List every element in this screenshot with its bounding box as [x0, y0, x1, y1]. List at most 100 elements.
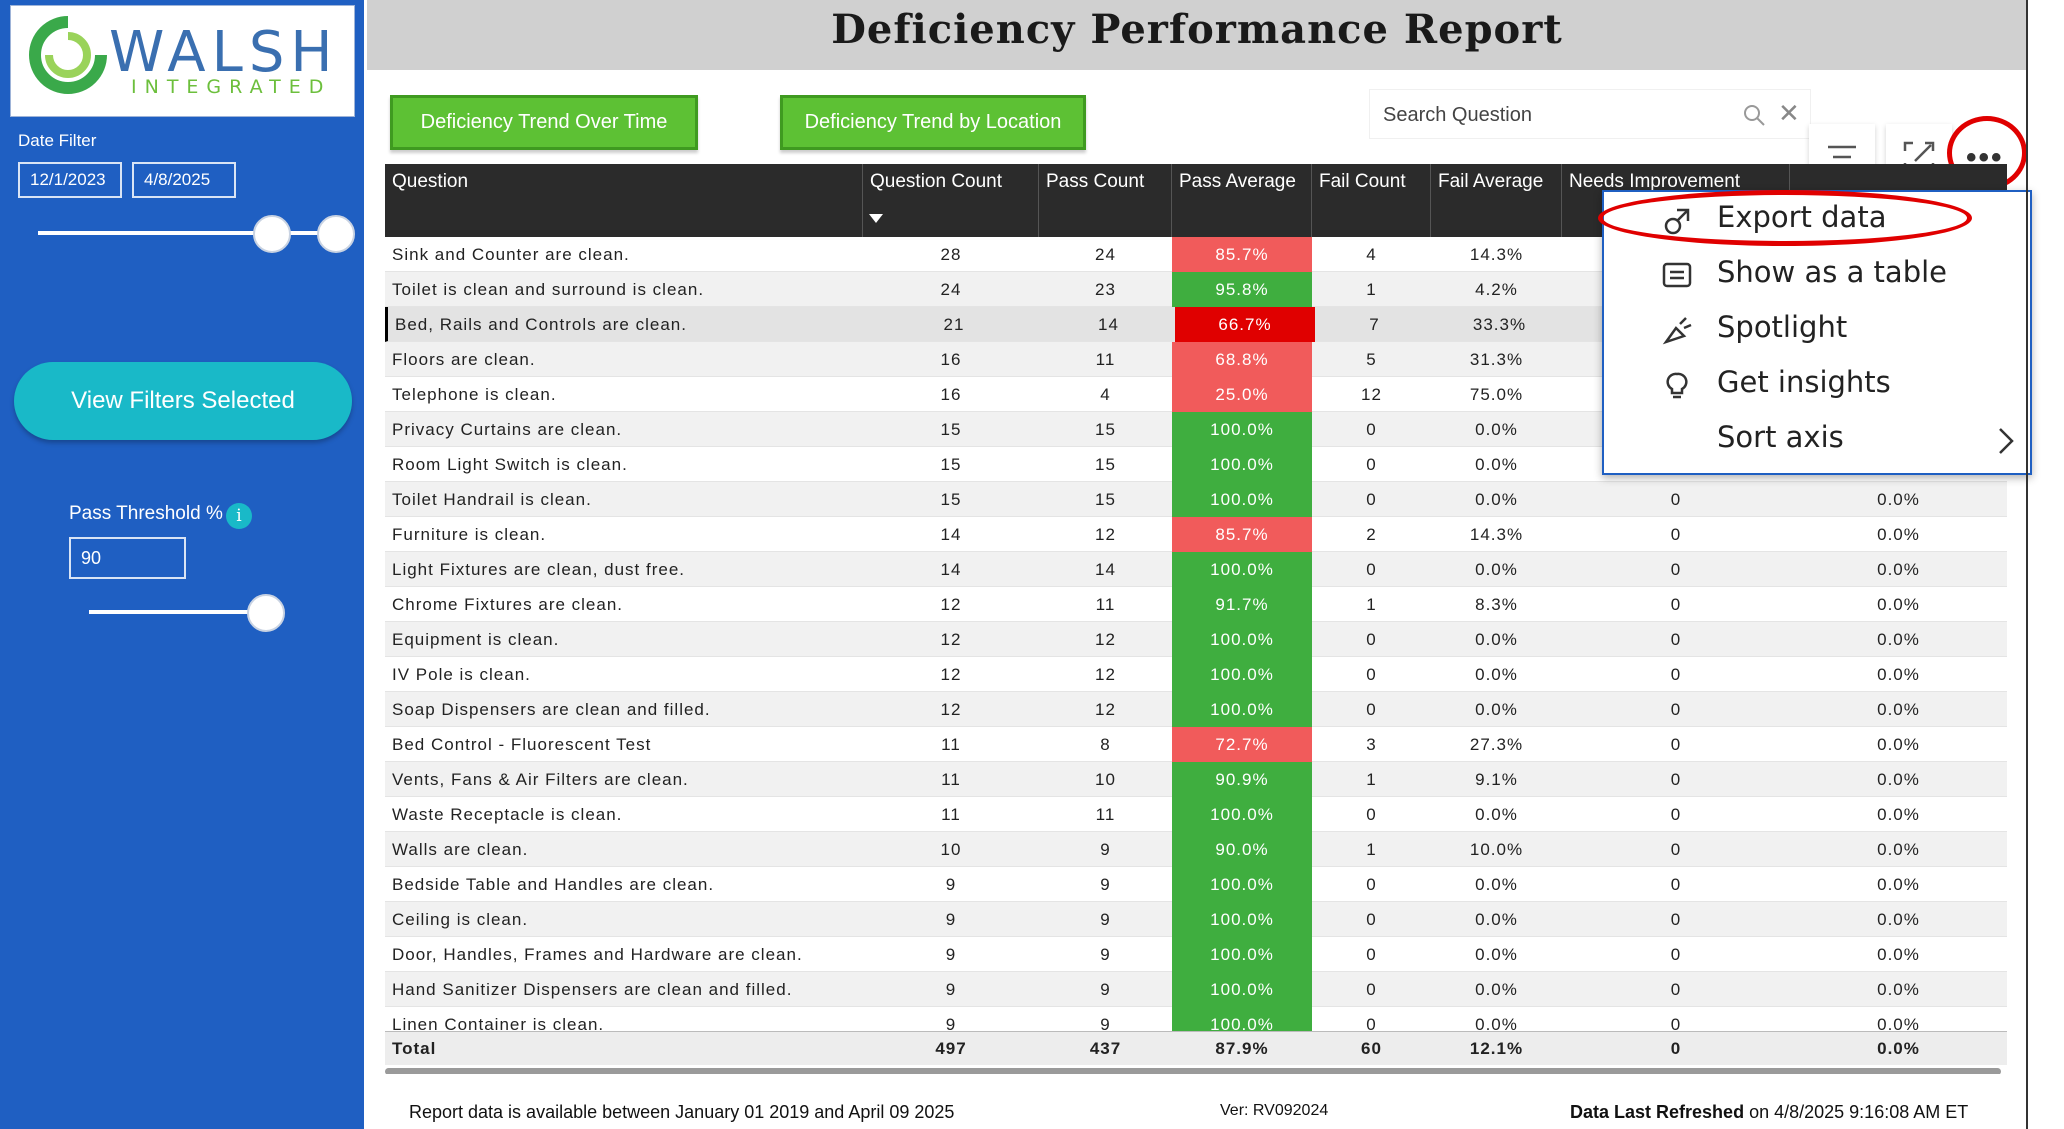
cell-question-count: 9 [945, 875, 957, 894]
cell-fail-average: 27.3% [1469, 735, 1524, 754]
export-data-highlight [1598, 190, 1972, 246]
cell-fail-average: 9.1% [1475, 770, 1518, 789]
total-question-count: 497 [935, 1039, 967, 1058]
horizontal-scrollbar[interactable] [385, 1068, 2001, 1074]
menu-item-get-insights[interactable]: Get insights [1604, 357, 2030, 412]
search-icon[interactable] [1742, 103, 1766, 127]
cell-question: Sink and Counter are clean. [392, 245, 630, 264]
cell-question-count: 12 [940, 700, 962, 719]
menu-item-show-as-table[interactable]: Show as a table [1604, 247, 2030, 302]
cell-question: Light Fixtures are clean, dust free. [392, 560, 686, 579]
last-refreshed: Data Last Refreshed on 4/8/2025 9:16:08 … [1570, 1102, 1968, 1123]
table-row[interactable]: Waste Receptacle is clean. 11 11 100.0% 0 0.0… [385, 797, 2007, 832]
cell-fail-average: 33.3% [1472, 315, 1527, 334]
table-row[interactable]: Vents, Fans & Air Filters are clean. 11 10… [385, 762, 2007, 797]
table-icon [1662, 262, 1692, 288]
cell-pass-count: 15 [1095, 490, 1116, 509]
cell-fail-count: 1 [1366, 280, 1377, 299]
info-icon[interactable]: i [226, 503, 252, 529]
cell-question-count: 15 [940, 455, 962, 474]
cell-question: Floors are clean. [392, 350, 536, 369]
cell-question: Equipment is clean. [392, 630, 560, 649]
cell-question-count: 9 [945, 1015, 957, 1034]
column-header-fail-count[interactable]: Fail Count [1312, 164, 1431, 237]
cell-needs-improvement: 0 [1670, 840, 1682, 859]
trend-over-time-button[interactable]: Deficiency Trend Over Time [390, 95, 698, 150]
table-row[interactable]: IV Pole is clean. 12 12 100.0% 0 0.0% 0 0.0% [385, 657, 2007, 692]
cell-question-count: 12 [940, 630, 962, 649]
last-refreshed-label: Data Last Refreshed [1570, 1102, 1745, 1122]
view-filters-button[interactable]: View Filters Selected [14, 362, 352, 440]
cell-question-count: 9 [945, 945, 957, 964]
menu-item-sort-axis[interactable]: Sort axis [1604, 412, 2030, 467]
table-row[interactable]: Furniture is clean. 14 12 85.7% 2 14.3% 0 0.0% [385, 517, 2007, 552]
table-row[interactable]: Door, Handles, Frames and Hardware are c… [385, 937, 2007, 972]
table-row[interactable]: Hand Sanitizer Dispensers are clean and … [385, 972, 2007, 1007]
cell-needs-improvement: 0 [1670, 1015, 1682, 1034]
table-row[interactable]: Ceiling is clean. 9 9 100.0% 0 0.0% 0 0.0% [385, 902, 2007, 937]
sidebar: WALSH INTEGRATED Date Filter 12/1/2023 4… [0, 0, 364, 1129]
table-row[interactable]: Room Light Switch is clean. 15 15 100.0% 0 0.… [385, 447, 2007, 482]
cell-question-count: 9 [945, 910, 957, 929]
table-row[interactable]: Bed Control - Fluorescent Test 11 8 72.7% 3 2… [385, 727, 2007, 762]
threshold-slider-track[interactable] [89, 610, 269, 614]
cell-needs-improvement: 0 [1670, 980, 1682, 999]
cell-question: Waste Receptacle is clean. [392, 805, 623, 824]
cell-fail-count: 0 [1366, 945, 1377, 964]
table-row[interactable]: Toilet Handrail is clean. 15 15 100.0% 0 0.0%… [385, 482, 2007, 517]
table-row[interactable]: Chrome Fixtures are clean. 12 11 91.7% 1 8.3%… [385, 587, 2007, 622]
cell-fail-count: 1 [1366, 595, 1377, 614]
table-row[interactable]: Light Fixtures are clean, dust free. 14 14… [385, 552, 2007, 587]
cell-fail-average: 4.2% [1475, 280, 1518, 299]
cell-pass-average: 100.0% [1172, 902, 1312, 937]
cell-question: Ceiling is clean. [392, 910, 529, 929]
column-header-question-count[interactable]: Question Count [863, 164, 1039, 237]
cell-pass-count: 9 [1100, 840, 1111, 859]
cell-fail-count: 3 [1366, 735, 1377, 754]
pass-threshold-input[interactable]: 90 [69, 537, 186, 579]
date-end-input[interactable]: 4/8/2025 [132, 162, 236, 198]
table-row[interactable]: Telephone is clean. 16 4 25.0% 12 75.0% [385, 377, 2007, 412]
column-header-pass-average[interactable]: Pass Average [1172, 164, 1312, 237]
cell-pass-count: 24 [1095, 245, 1116, 264]
clear-search-icon[interactable]: ✕ [1778, 98, 1800, 128]
cell-question-count: 24 [940, 280, 962, 299]
cell-needs-improvement-average: 0.0% [1877, 525, 1920, 544]
table-row[interactable]: Equipment is clean. 12 12 100.0% 0 0.0% 0 0.0% [385, 622, 2007, 657]
column-header-pass-count[interactable]: Pass Count [1039, 164, 1172, 237]
threshold-slider-handle[interactable] [247, 594, 285, 632]
cell-pass-count: 23 [1095, 280, 1116, 299]
menu-item-spotlight[interactable]: Spotlight [1604, 302, 2030, 357]
table-row[interactable]: Soap Dispensers are clean and filled. 12 1… [385, 692, 2007, 727]
date-start-input[interactable]: 12/1/2023 [18, 162, 122, 198]
cell-pass-count: 12 [1095, 665, 1116, 684]
sort-descending-icon[interactable] [869, 214, 883, 223]
search-input[interactable]: Search Question [1383, 104, 1532, 126]
cell-pass-count: 15 [1095, 455, 1116, 474]
cell-fail-count: 0 [1366, 560, 1377, 579]
date-slider-end-handle[interactable] [317, 215, 355, 253]
cell-fail-average: 0.0% [1475, 665, 1518, 684]
table-row[interactable]: Sink and Counter are clean. 28 24 85.7% 4 14.… [385, 237, 2007, 272]
trend-by-location-button[interactable]: Deficiency Trend by Location [780, 95, 1086, 150]
cell-needs-improvement-average: 0.0% [1877, 840, 1920, 859]
column-header-fail-average[interactable]: Fail Average [1431, 164, 1562, 237]
table-row[interactable]: Walls are clean. 10 9 90.0% 1 10.0% 0 0.0% [385, 832, 2007, 867]
date-slider-start-handle[interactable] [253, 215, 291, 253]
date-slider-track[interactable] [38, 231, 338, 235]
cell-needs-improvement: 0 [1670, 875, 1682, 894]
cell-fail-count: 0 [1366, 490, 1377, 509]
cell-pass-count: 9 [1100, 980, 1111, 999]
cell-needs-improvement-average: 0.0% [1877, 665, 1920, 684]
cell-fail-average: 0.0% [1475, 945, 1518, 964]
cell-pass-average: 90.9% [1172, 762, 1312, 797]
column-header-question[interactable]: Question [385, 164, 863, 237]
cell-fail-count: 0 [1366, 700, 1377, 719]
cell-pass-average: 100.0% [1172, 482, 1312, 517]
cell-pass-count: 9 [1100, 1015, 1111, 1034]
logo-sub: INTEGRATED [131, 76, 332, 98]
search-box[interactable]: Search Question ✕ [1369, 89, 1811, 139]
table-row[interactable]: Bedside Table and Handles are clean. 9 9 10… [385, 867, 2007, 902]
cell-needs-improvement: 0 [1670, 525, 1682, 544]
cell-needs-improvement: 0 [1670, 910, 1682, 929]
